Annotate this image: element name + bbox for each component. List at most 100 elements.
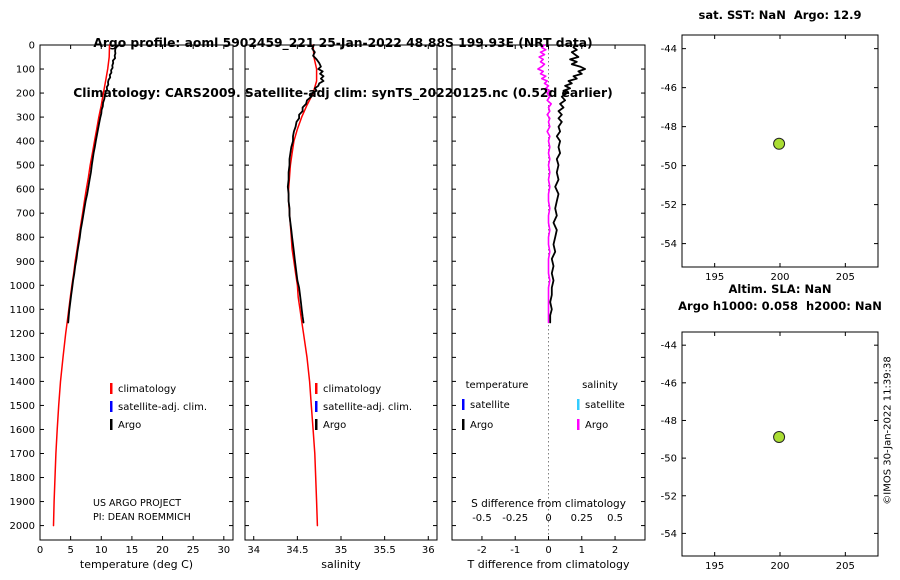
x-tick-label: 205 [836,561,855,572]
axes-box [681,331,879,557]
y-tick-label: 1300 [10,353,35,364]
annotation-text: US ARGO PROJECT [93,498,181,509]
y-tick-label: -48 [661,416,677,427]
copyright-text: ©IMOS 30-Jan-2022 11:39:38 [882,356,894,505]
y-tick-label: -48 [661,122,677,133]
sst-panel-title: sat. SST: NaN Argo: 12.9 [698,8,862,22]
x-axis-label: salinity [321,558,361,571]
legend-marker [577,419,580,430]
x-tick-label: 20 [156,545,169,556]
sla-panel-title: Altim. SLA: NaN [728,282,832,296]
y-tick-label: 900 [16,257,35,268]
x-tick-label: -2 [477,545,487,556]
y-tick-label: 2000 [10,521,35,532]
sub-axis-tick-label: 0.5 [607,513,623,524]
sub-axis-tick-label: 0.25 [571,513,593,524]
y-tick-label: -52 [661,491,677,502]
y-tick-label: 1700 [10,449,35,460]
x-tick-label: 35.5 [374,545,396,556]
y-tick-label: 1600 [10,425,35,436]
y-tick-label: 700 [16,209,35,220]
y-tick-label: 300 [16,113,35,124]
argo-line [286,44,325,324]
sub-axis-tick-label: 0 [545,513,551,524]
sub-axis-tick-label: -0.25 [502,513,528,524]
figure-title: Argo profile: aoml 5902459_221 25-Jan-20… [40,2,646,134]
legend-marker [315,383,318,394]
axes-box [39,44,234,541]
x-axis-label: T difference from climatology [467,558,630,571]
legend-marker [110,401,113,412]
legend-marker [462,419,465,430]
x-tick-label: 0 [37,545,43,556]
figure-title-line1: Argo profile: aoml 5902459_221 25-Jan-20… [93,36,593,50]
x-axis-label: temperature (deg C) [80,558,193,571]
argo-line [67,44,120,324]
temperature-profile-panel: 0 5 10 15 20 25 300100200300400500600700800900… [10,41,234,571]
x-tick-label: 30 [217,545,230,556]
x-tick-label: 36 [422,545,435,556]
y-tick-label: 1400 [10,377,35,388]
annotation-text: PI: DEAN ROEMMICH [93,512,191,523]
x-tick-label: 25 [187,545,200,556]
axes-box [681,34,879,268]
legend-label: Argo [118,420,141,431]
legend-marker [462,399,465,410]
y-tick-label: 0 [29,41,35,52]
legend-label: satellite-adj. clim. [118,402,207,413]
legend-label: satellite [470,400,510,411]
y-tick-label: 1500 [10,401,35,412]
sla-map-panel: 195 200 205 -54 -52 -50 -48 -46 -44 [661,331,879,572]
legend-header: temperature [466,380,529,391]
legend-marker [315,419,318,430]
legend-label: satellite [585,400,625,411]
y-tick-label: 100 [16,65,35,76]
x-tick-label: 2 [612,545,618,556]
argo-s-diff-line [537,44,553,324]
x-tick-label: 200 [770,561,789,572]
x-tick-label: 10 [95,545,108,556]
y-tick-label: 1200 [10,329,35,340]
legend-label: satellite-adj. clim. [323,402,412,413]
legend-label: Argo [585,420,608,431]
x-tick-label: 205 [836,272,855,283]
x-tick-label: 200 [770,272,789,283]
sst-map-panel: 195 200 205 -54 -52 -50 -48 -46 -44 [661,34,879,283]
y-tick-label: 600 [16,185,35,196]
legend-label: climatology [323,384,381,395]
legend-header: salinity [582,380,618,391]
y-tick-label: -54 [661,239,677,250]
sub-axis-title: S difference from climatology [471,498,626,510]
figure-title-line2: Climatology: CARS2009. Satellite-adj cli… [73,85,613,100]
y-tick-label: -54 [661,529,677,540]
legend-marker [577,399,580,410]
y-tick-label: 200 [16,89,35,100]
salinity-profile-panel: 34 34.5 35 35.5 36 salinity climatology satelli… [244,44,438,571]
x-tick-label: 34.5 [286,545,308,556]
y-tick-label: 800 [16,233,35,244]
sub-axis-tick-label: -0.5 [472,513,492,524]
x-tick-label: 0 [545,545,551,556]
x-tick-label: 195 [705,561,724,572]
x-tick-label: 5 [67,545,73,556]
argo-t-diff-line [549,44,586,324]
y-tick-label: 1800 [10,473,35,484]
x-tick-label: 15 [126,545,139,556]
y-tick-label: -50 [661,161,677,172]
argo-heights-title: Argo h1000: 0.058 h2000: NaN [678,299,882,313]
legend-label: climatology [118,384,176,395]
y-tick-label: 1000 [10,281,35,292]
legend-marker [110,419,113,430]
y-tick-label: -44 [661,44,677,55]
legend-label: Argo [470,420,493,431]
x-tick-label: 195 [705,272,724,283]
legend-marker [315,401,318,412]
argo-position-marker [773,431,786,444]
legend-marker [110,383,113,394]
x-tick-label: -1 [510,545,520,556]
y-tick-label: -46 [661,378,677,389]
argo-position-marker [773,137,786,150]
y-tick-label: -50 [661,454,677,465]
